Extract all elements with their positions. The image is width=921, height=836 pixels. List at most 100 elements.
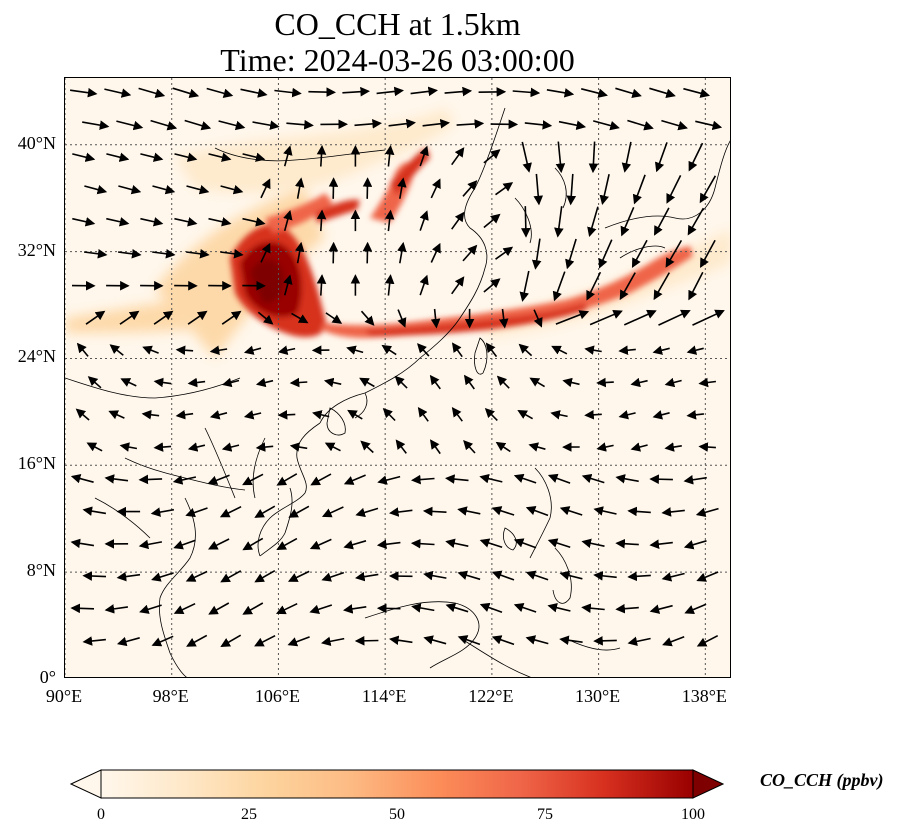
wind-arrow [151,572,174,582]
wind-arrow [581,603,605,613]
wind-arrow [429,374,441,390]
wind-arrow [593,571,617,581]
wind-arrow [395,439,407,454]
wind-arrow [84,184,108,195]
wind-arrow [588,141,599,174]
wind-arrow [485,342,498,358]
wind-arrow [649,539,673,549]
wind-arrow [254,634,276,647]
wind-arrow [518,343,533,357]
wind-arrow [172,87,200,99]
wind-arrow [219,505,242,518]
wind-arrow [397,241,407,264]
wind-arrow [82,571,107,581]
wind-arrow [152,249,176,259]
wind-arrow [419,145,429,167]
wind-arrow [106,152,130,162]
wind-arrow [376,539,401,550]
wind-arrow [208,602,230,615]
wind-arrow [294,177,305,199]
colorbar-min-extend [69,769,102,799]
wind-arrow [430,178,441,199]
wind-arrow [119,442,138,452]
wind-arrow [687,207,705,236]
wind-arrow [615,538,639,549]
wind-arrow [389,507,413,517]
wind-arrow [355,507,379,518]
wind-arrow [175,409,194,420]
wind-arrow [686,345,704,355]
wind-arrow [139,604,162,614]
wind-arrow [649,604,673,614]
longitude-tick-label: 138°E [681,686,727,706]
wind-arrow [451,211,465,230]
wind-arrow [274,87,302,98]
wind-arrow [581,88,608,98]
wind-arrow [389,635,413,646]
wind-arrow [243,345,262,355]
wind-arrow [185,507,208,518]
wind-arrow [457,570,481,581]
wind-arrow [286,119,314,130]
wind-arrow [173,602,196,615]
wind-arrow [430,242,441,263]
wind-arrow [360,310,375,326]
wind-arrow [142,345,159,355]
wind-arrow [683,540,707,550]
wind-arrow [283,145,293,167]
wind-arrow [120,378,137,387]
wind-arrow [618,410,636,420]
wind-arrow [76,342,89,357]
wind-arrow [684,603,707,615]
wind-arrow [419,274,429,296]
wind-arrow [531,238,542,270]
wind-arrow [206,87,234,98]
wind-arrow [422,118,450,129]
map-panel [64,77,731,678]
wind-arrow [309,604,333,614]
wind-arrow [316,145,327,167]
wind-arrow [255,442,274,452]
wind-arrow [555,141,566,174]
wind-arrow [172,475,197,485]
wind-arrow [632,174,646,205]
wind-arrow [381,344,397,356]
wind-arrow [699,175,717,204]
wind-arrow [104,604,129,614]
wind-arrow [382,407,396,422]
wind-arrow [619,272,636,301]
latitude-tick-label: 24°N [17,346,56,367]
latitude-tick-label: 32°N [17,239,56,260]
wind-arrow [596,377,614,388]
wind-arrow [688,271,704,301]
colorbar-max-extend [692,769,725,799]
wind-arrow [451,147,465,166]
wind-arrow [287,570,310,582]
wind-arrow [457,506,481,516]
wind-arrow [410,86,438,97]
wind-arrow [521,141,532,173]
wind-arrow [688,142,704,172]
wind-arrow [546,88,575,98]
wind-arrow [116,571,141,582]
wind-vectors [69,86,725,648]
wind-arrow [555,310,590,325]
wind-arrow [445,474,469,484]
wind-arrow [343,604,367,614]
wind-arrow [376,86,404,97]
wind-arrow [456,119,485,129]
wind-arrow [658,309,691,326]
wind-arrow [495,182,514,196]
colorbar-title: CO_CCH (ppbv) [760,770,884,790]
wind-arrow [491,506,515,516]
wind-arrow [598,239,613,269]
wind-arrow [174,217,198,227]
wind-arrow [321,636,345,647]
wind-arrow [627,119,654,131]
wind-arrow [559,570,583,581]
wind-arrow [615,474,639,484]
wind-arrow [242,473,264,486]
wind-arrow [152,184,176,195]
wind-arrow [397,309,407,328]
wind-arrow [584,410,602,420]
